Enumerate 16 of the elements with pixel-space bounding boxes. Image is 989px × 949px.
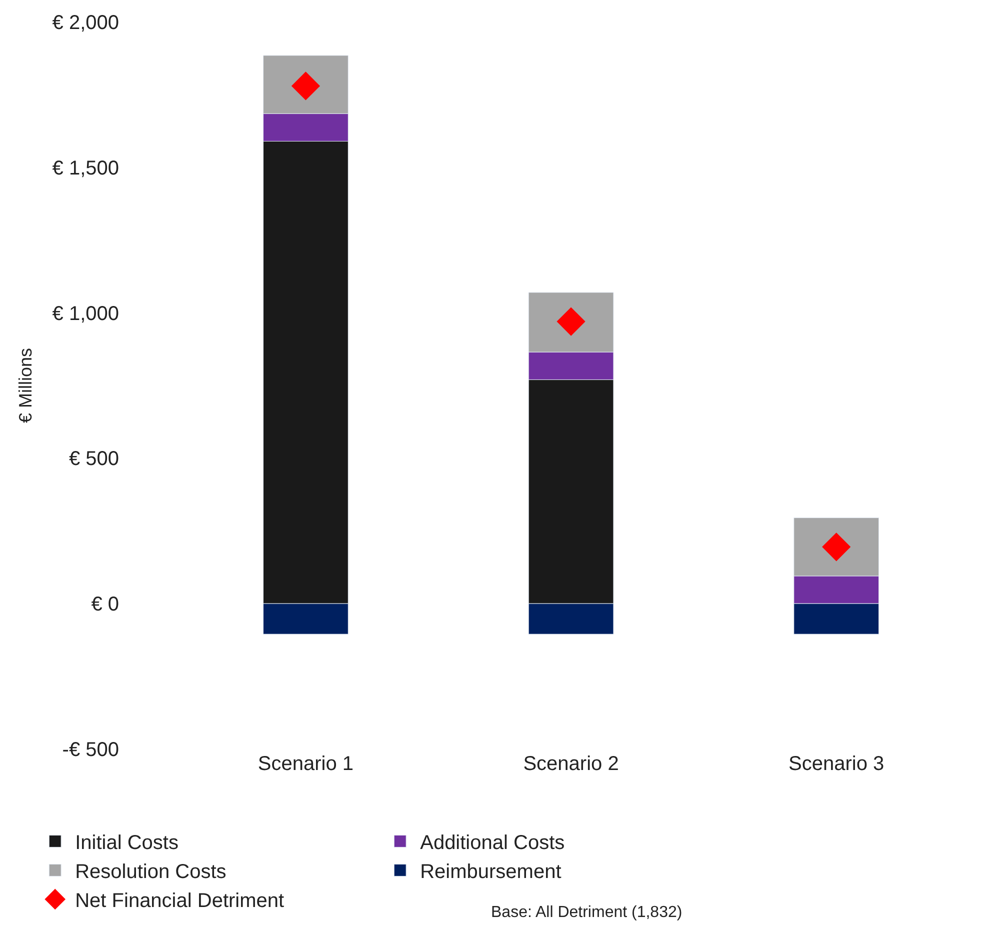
y-tick-label: € 500 (68, 448, 119, 470)
legend-label: Net Financial Detriment (75, 890, 285, 912)
x-tick-label: Scenario 2 (523, 753, 619, 775)
legend-label: Additional Costs (420, 832, 565, 854)
text: Base: All Detriment (1,832) (491, 904, 682, 921)
y-axis-title: € Millions (15, 348, 36, 424)
legend-label: Reimbursement (420, 861, 562, 883)
legend-label: Initial Costs (75, 832, 178, 854)
y-tick-label: € 0 (91, 594, 119, 616)
y-tick-label: -€ 500 (62, 739, 119, 761)
y-tick-label: € 2,000 (52, 12, 119, 34)
x-tick-label: Scenario 1 (258, 753, 354, 775)
legend-label: Resolution Costs (75, 861, 226, 883)
y-tick-label: € 1,000 (52, 302, 119, 325)
x-tick-label: Scenario 3 (788, 753, 884, 775)
y-tick-label: € 1,500 (52, 157, 119, 180)
